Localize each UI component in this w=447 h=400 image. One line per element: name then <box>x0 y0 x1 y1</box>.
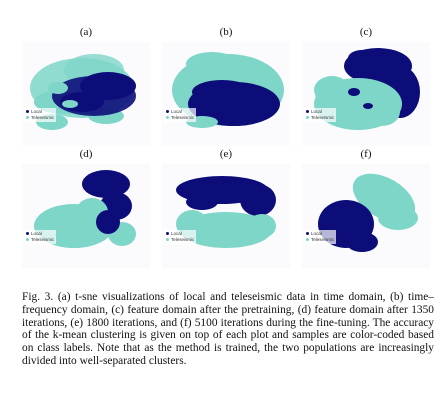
legend-label-local: Local <box>311 109 322 114</box>
legend-dot-local <box>306 110 309 114</box>
panel-f: (f) Local Teleseismic <box>298 148 434 273</box>
legend-label-local: Local <box>311 231 322 236</box>
legend-dot-teleseismic <box>306 238 309 242</box>
legend-dot-local <box>306 232 309 236</box>
tsne-plot <box>162 42 290 146</box>
panel-label: (a) <box>79 26 93 38</box>
legend-label-teleseismic: Teleseismic <box>311 115 335 120</box>
legend-dot-local <box>26 232 29 236</box>
legend: Local Teleseismic <box>164 108 197 122</box>
panel-label: (e) <box>219 148 233 160</box>
panel-e: (e) Local Teleseismic <box>158 148 294 273</box>
panel-b: (b) Local Teleseismic <box>158 26 294 151</box>
legend: Local Teleseismic <box>304 108 337 122</box>
panel-label: (f) <box>360 148 372 160</box>
legend: Local Teleseismic <box>24 108 57 122</box>
legend: Local Teleseismic <box>304 230 337 244</box>
legend-label-teleseismic: Teleseismic <box>171 115 195 120</box>
legend-dot-teleseismic <box>166 238 169 242</box>
panel-a: (a) <box>18 26 154 151</box>
legend-label-local: Local <box>171 109 182 114</box>
legend-dot-local <box>26 110 29 114</box>
legend-label-local: Local <box>31 109 42 114</box>
tsne-plot <box>22 42 150 146</box>
panel-label: (c) <box>359 26 373 38</box>
legend-dot-teleseismic <box>166 116 169 120</box>
panel-label: (b) <box>219 26 233 38</box>
panel-d: (d) Local Teleseismic <box>18 148 154 273</box>
tsne-plot <box>302 164 430 268</box>
legend-dot-local <box>166 232 169 236</box>
tsne-plot <box>162 164 290 268</box>
legend: Local Teleseismic <box>164 230 197 244</box>
legend-label-teleseismic: Teleseismic <box>31 115 55 120</box>
tsne-plot <box>302 42 430 146</box>
caption-text: (a) t-sne visualizations of local and te… <box>22 291 434 367</box>
legend-dot-teleseismic <box>26 116 29 120</box>
panel-label: (d) <box>79 148 93 160</box>
legend-label-teleseismic: Teleseismic <box>31 237 55 242</box>
figure-caption: Fig. 3. (a) t-sne visualizations of loca… <box>22 291 434 368</box>
legend-dot-teleseismic <box>26 238 29 242</box>
legend-dot-teleseismic <box>306 116 309 120</box>
legend-label-teleseismic: Teleseismic <box>311 237 335 242</box>
legend-label-local: Local <box>31 231 42 236</box>
figure-number: Fig. 3. <box>22 291 54 303</box>
legend-label-teleseismic: Teleseismic <box>171 237 195 242</box>
panel-c: (c) Local Telesei <box>298 26 434 151</box>
legend-label-local: Local <box>171 231 182 236</box>
legend-dot-local <box>166 110 169 114</box>
tsne-plot <box>22 164 150 268</box>
legend: Local Teleseismic <box>24 230 57 244</box>
figure-panels: (a) <box>18 26 438 276</box>
